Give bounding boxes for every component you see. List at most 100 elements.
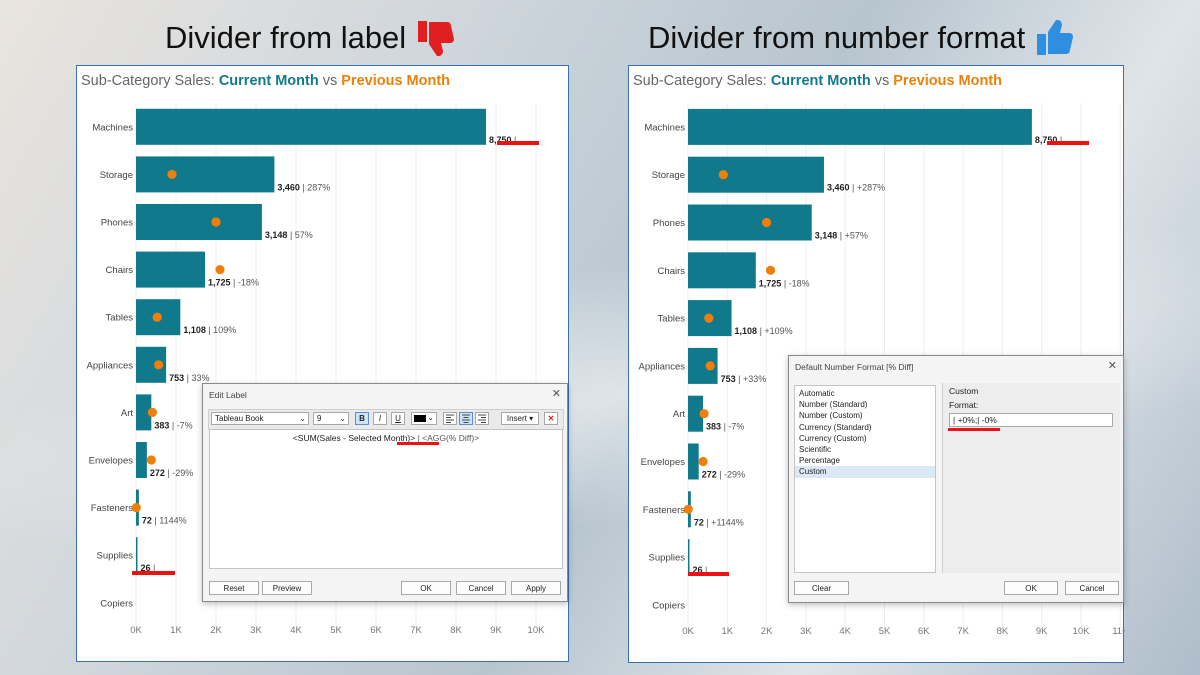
format-option[interactable]: Number (Custom)	[799, 411, 863, 421]
format-option[interactable]: Percentage	[799, 456, 840, 466]
align-center-icon[interactable]	[459, 412, 473, 425]
previous-month-dot	[765, 265, 776, 275]
category-label: Tables	[106, 313, 134, 324]
category-label: Appliances	[639, 361, 686, 372]
close-icon[interactable]: ✕	[551, 388, 561, 400]
bar	[688, 108, 1032, 145]
previous-month-dot	[704, 313, 714, 323]
label-text-editor[interactable]: <SUM(Sales - Selected Month)> | <AGG(% D…	[209, 429, 563, 569]
size-select[interactable]: 9 ⌄	[313, 412, 349, 425]
previous-month-dot	[167, 169, 177, 179]
label-content: <SUM(Sales - Selected Month)> | <AGG(% D…	[210, 430, 562, 443]
highlight-underline-machines	[497, 141, 539, 145]
x-tick-label: 4K	[839, 626, 851, 637]
right-heading-text: Divider from number format	[648, 20, 1026, 55]
ok-button[interactable]: OK	[1004, 581, 1058, 595]
highlight-underline-supplies	[688, 572, 729, 576]
highlight-underline-label-divider	[397, 442, 439, 445]
previous-month-dot	[718, 170, 728, 180]
value-label-divider: | 109%	[206, 325, 236, 335]
format-option[interactable]: Custom	[795, 466, 935, 478]
value-label-amount: 26	[141, 563, 151, 573]
x-tick-label: 2K	[210, 625, 222, 636]
previous-month-dot	[152, 312, 162, 322]
x-tick-label: 11K	[1112, 626, 1125, 637]
align-right-icon[interactable]	[475, 412, 489, 425]
title-current-month: Current Month	[218, 73, 319, 89]
previous-month-dot	[146, 455, 156, 465]
previous-month-dot	[211, 217, 221, 227]
bar	[688, 443, 699, 480]
color-picker[interactable]: ⌄	[411, 412, 437, 425]
left-heading: Divider from label	[165, 18, 460, 58]
ok-button[interactable]: OK	[401, 581, 451, 595]
category-label: Art	[121, 408, 134, 419]
reset-button[interactable]: Reset	[209, 581, 259, 595]
value-label-amount: 8,750	[1035, 135, 1058, 145]
format-option[interactable]: Scientific	[799, 444, 832, 454]
value-label-amount: 3,460	[277, 182, 300, 192]
chevron-down-icon: ⌄	[427, 413, 434, 422]
format-type-list[interactable]: Automatic Number (Standard) Number (Custom…	[794, 385, 936, 573]
category-label: Art	[673, 409, 686, 420]
value-label-divider: |	[1057, 135, 1062, 145]
value-label-divider: | 33%	[184, 373, 209, 383]
value-label-divider: | -18%	[231, 278, 259, 288]
x-tick-label: 3K	[800, 626, 812, 637]
value-label: 72 | +1144%	[694, 517, 744, 527]
value-label: 753 | 33%	[169, 373, 209, 383]
x-tick-label: 4K	[290, 625, 302, 636]
value-label-amount: 1,725	[759, 278, 782, 288]
category-label: Chairs	[658, 266, 686, 277]
title-previous-month: Previous Month	[341, 73, 451, 89]
category-label: Fasteners	[91, 503, 133, 514]
previous-month-dot	[699, 409, 709, 419]
category-label: Storage	[100, 170, 133, 181]
clear-button[interactable]: Clear	[794, 581, 849, 595]
value-label-divider: | 287%	[300, 182, 330, 192]
value-label-divider: | +57%	[837, 231, 868, 241]
category-label: Copiers	[100, 598, 133, 609]
apply-button[interactable]: Apply	[511, 581, 561, 595]
chevron-down-icon: ⌄	[299, 414, 306, 423]
value-label: 383 | -7%	[154, 420, 192, 430]
category-label: Envelopes	[641, 457, 686, 468]
bar	[136, 156, 275, 193]
left-chart-panel: Sub-Category Sales: Current Month vs Pre…	[76, 65, 569, 662]
cancel-button[interactable]: Cancel	[1065, 581, 1119, 595]
value-label-divider: | -29%	[717, 470, 745, 480]
bar	[136, 442, 147, 478]
previous-month-dot	[147, 407, 157, 417]
color-swatch	[414, 415, 426, 422]
bar	[688, 252, 756, 289]
align-left-icon[interactable]	[443, 412, 457, 425]
clear-format-icon[interactable]: ✕	[544, 412, 558, 425]
label-field-sum: <SUM(Sales - Selected Month)>	[292, 433, 416, 443]
bar	[688, 539, 690, 576]
x-tick-label: 3K	[250, 625, 262, 636]
format-option[interactable]: Currency (Standard)	[799, 422, 872, 432]
format-option[interactable]: Currency (Custom)	[799, 433, 867, 443]
italic-button[interactable]: I	[373, 412, 387, 425]
bold-button[interactable]: B	[355, 412, 369, 425]
edit-label-dialog: Edit Label ✕ Tableau Book ⌄ 9 ⌄ B I U ⌄ In…	[202, 383, 568, 602]
category-label: Chairs	[106, 265, 134, 276]
cancel-button[interactable]: Cancel	[456, 581, 506, 595]
category-label: Tables	[658, 314, 686, 325]
value-label: 753 | +33%	[721, 374, 767, 384]
category-label: Storage	[652, 170, 685, 181]
value-label-divider: | -29%	[165, 468, 193, 478]
format-option[interactable]: Automatic	[799, 389, 835, 398]
number-format-dialog: Default Number Format [% Diff] ✕ Automat…	[788, 355, 1124, 603]
value-label-amount: 72	[694, 517, 704, 527]
font-select[interactable]: Tableau Book ⌄	[211, 412, 309, 425]
x-tick-label: 1K	[721, 626, 733, 637]
bar	[688, 156, 824, 193]
value-label: 3,148 | +57%	[815, 231, 868, 241]
underline-button[interactable]: U	[391, 412, 405, 425]
insert-menu-button[interactable]: Insert ▾	[501, 412, 539, 425]
preview-button[interactable]: Preview	[262, 581, 312, 595]
format-input[interactable]: | +0%;| -0%	[949, 413, 1113, 427]
format-option[interactable]: Number (Standard)	[799, 400, 868, 410]
close-icon[interactable]: ✕	[1107, 360, 1117, 372]
